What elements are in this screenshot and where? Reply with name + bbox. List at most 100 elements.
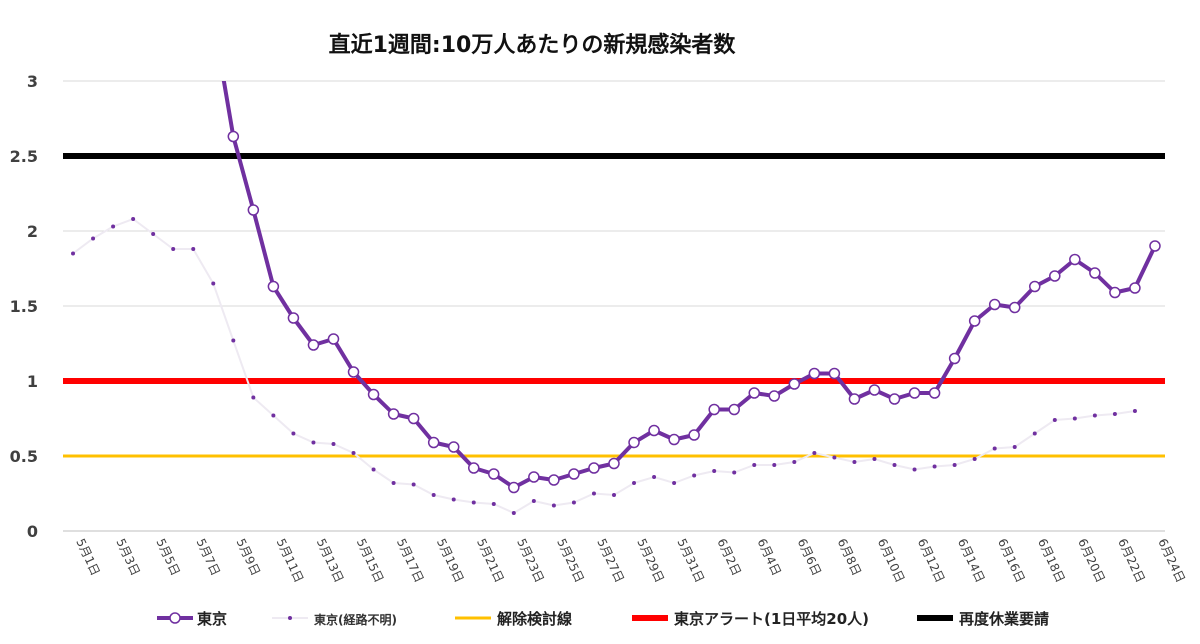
point-tokyo-unknown bbox=[1112, 412, 1117, 416]
point-tokyo bbox=[788, 378, 801, 390]
point-tokyo bbox=[768, 390, 781, 402]
point-tokyo-unknown bbox=[211, 281, 216, 286]
point-tokyo bbox=[948, 352, 961, 365]
chart-title: 直近1週間:10万人あたりの新規感染者数 bbox=[329, 32, 737, 58]
x-tick-label: 5月15日 bbox=[354, 536, 387, 584]
x-tick-label: 6月10日 bbox=[875, 536, 908, 584]
point-tokyo bbox=[848, 393, 861, 405]
y-tick-label: 0.5 bbox=[10, 447, 38, 466]
point-tokyo-unknown bbox=[511, 511, 516, 515]
point-tokyo-unknown bbox=[191, 247, 196, 251]
x-tick-label: 5月29日 bbox=[634, 536, 667, 584]
point-tokyo-unknown bbox=[792, 460, 797, 464]
x-tick-label: 5月25日 bbox=[554, 536, 587, 584]
point-tokyo bbox=[467, 462, 480, 474]
y-tick-label: 2.5 bbox=[10, 147, 38, 166]
x-tick-label: 5月11日 bbox=[274, 536, 307, 584]
legend-label: 東京 bbox=[197, 610, 227, 628]
point-tokyo-unknown bbox=[1132, 409, 1137, 413]
legend: 東京 東京(経路不明) 解除検討線 東京アラート(1日平均20人) 再度休業要請 bbox=[157, 610, 1049, 628]
point-tokyo-unknown bbox=[491, 502, 496, 506]
y-tick-label: 0 bbox=[27, 522, 38, 541]
point-tokyo-unknown bbox=[1072, 416, 1077, 421]
x-tick-label: 6月8日 bbox=[835, 536, 864, 578]
point-tokyo bbox=[808, 367, 821, 380]
point-tokyo bbox=[928, 387, 941, 399]
point-tokyo-unknown bbox=[411, 482, 416, 487]
point-tokyo-unknown bbox=[732, 470, 737, 475]
point-tokyo bbox=[588, 462, 600, 474]
point-tokyo-unknown bbox=[331, 442, 336, 446]
point-tokyo bbox=[387, 408, 400, 420]
x-tick-label: 6月14日 bbox=[955, 536, 988, 584]
point-tokyo-unknown bbox=[311, 440, 316, 445]
point-tokyo bbox=[968, 315, 981, 327]
point-tokyo bbox=[347, 366, 360, 378]
x-tick-label: 5月23日 bbox=[514, 536, 547, 584]
point-tokyo-unknown bbox=[471, 500, 476, 505]
point-tokyo bbox=[227, 130, 240, 143]
x-tick-label: 6月18日 bbox=[1035, 536, 1068, 584]
point-tokyo bbox=[568, 468, 580, 480]
point-tokyo-unknown bbox=[1012, 445, 1017, 449]
point-tokyo bbox=[488, 468, 500, 480]
point-tokyo bbox=[608, 457, 620, 470]
point-tokyo-unknown bbox=[151, 232, 156, 236]
x-tick-label: 6月2日 bbox=[714, 536, 743, 578]
point-tokyo bbox=[1008, 301, 1021, 314]
point-tokyo bbox=[628, 436, 640, 449]
point-tokyo bbox=[247, 204, 260, 216]
legend-label: 東京アラート(1日平均20人) bbox=[674, 610, 869, 628]
point-tokyo-unknown bbox=[271, 413, 276, 418]
series-clip-group bbox=[71, 81, 1161, 515]
point-tokyo-unknown bbox=[612, 493, 616, 497]
x-tick-label: 5月1日 bbox=[73, 536, 102, 578]
x-tick-label: 6月24日 bbox=[1155, 536, 1188, 584]
point-tokyo-unknown bbox=[451, 497, 456, 502]
point-tokyo bbox=[548, 474, 560, 486]
point-tokyo bbox=[367, 388, 380, 401]
series-line-tokyo-unknown bbox=[72, 217, 1136, 515]
x-tick-label: 6月20日 bbox=[1075, 536, 1108, 584]
point-tokyo-unknown bbox=[912, 467, 917, 472]
point-tokyo-unknown bbox=[632, 481, 637, 485]
point-tokyo bbox=[728, 403, 740, 416]
x-tick-label: 5月13日 bbox=[314, 536, 347, 584]
point-tokyo-unknown bbox=[571, 500, 576, 505]
legend-label: 再度休業要請 bbox=[959, 610, 1049, 628]
point-tokyo bbox=[708, 403, 720, 416]
y-axis-ticks: 0 0.5 1 1.5 2 2.5 3 bbox=[10, 72, 38, 541]
point-tokyo-unknown bbox=[591, 491, 596, 496]
point-tokyo bbox=[668, 433, 680, 446]
x-tick-label: 6月6日 bbox=[795, 536, 824, 578]
point-tokyo bbox=[1049, 270, 1061, 282]
x-tick-label: 5月31日 bbox=[674, 536, 707, 584]
legend-marker-tokyo bbox=[169, 612, 181, 624]
point-tokyo bbox=[828, 367, 841, 380]
point-tokyo-unknown bbox=[872, 457, 877, 461]
point-tokyo-unknown bbox=[812, 451, 817, 455]
x-tick-label: 6月4日 bbox=[755, 536, 784, 578]
point-tokyo-unknown bbox=[772, 463, 777, 467]
point-tokyo-unknown bbox=[712, 469, 717, 473]
point-tokyo-unknown bbox=[391, 481, 396, 485]
point-tokyo-unknown bbox=[231, 338, 236, 343]
series-line-tokyo bbox=[221, 81, 1157, 490]
point-tokyo-unknown bbox=[111, 224, 116, 229]
x-tick-label: 5月19日 bbox=[434, 536, 467, 584]
point-tokyo bbox=[508, 481, 520, 494]
point-tokyo bbox=[267, 280, 280, 293]
x-tick-label: 5月17日 bbox=[394, 536, 427, 584]
point-tokyo-unknown bbox=[71, 251, 76, 256]
point-tokyo-unknown bbox=[832, 455, 837, 460]
point-tokyo bbox=[648, 424, 660, 437]
point-tokyo-unknown bbox=[91, 236, 96, 241]
point-tokyo-unknown bbox=[992, 446, 997, 451]
point-tokyo bbox=[1029, 280, 1041, 293]
point-tokyo-unknown bbox=[351, 451, 356, 455]
point-tokyo bbox=[427, 436, 440, 449]
x-tick-label: 5月5日 bbox=[153, 536, 182, 578]
point-tokyo bbox=[888, 393, 901, 405]
y-tick-label: 1 bbox=[27, 372, 38, 391]
